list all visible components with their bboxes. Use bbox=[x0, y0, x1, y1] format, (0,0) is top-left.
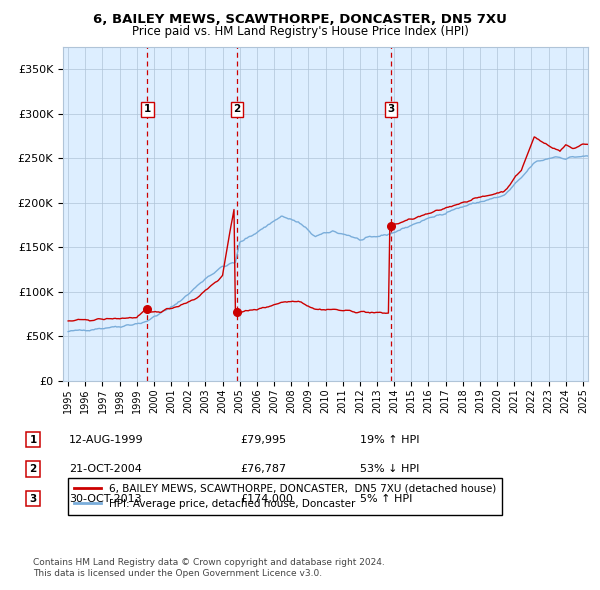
Legend: 6, BAILEY MEWS, SCAWTHORPE, DONCASTER,  DN5 7XU (detached house), HPI: Average p: 6, BAILEY MEWS, SCAWTHORPE, DONCASTER, D… bbox=[68, 478, 502, 515]
Text: Price paid vs. HM Land Registry's House Price Index (HPI): Price paid vs. HM Land Registry's House … bbox=[131, 25, 469, 38]
Text: 3: 3 bbox=[388, 104, 395, 114]
Text: 1: 1 bbox=[144, 104, 151, 114]
Text: 2: 2 bbox=[233, 104, 241, 114]
Text: 2: 2 bbox=[29, 464, 37, 474]
Text: £174,000: £174,000 bbox=[240, 494, 293, 503]
Text: 12-AUG-1999: 12-AUG-1999 bbox=[69, 435, 143, 444]
Text: 21-OCT-2004: 21-OCT-2004 bbox=[69, 464, 142, 474]
Text: 19% ↑ HPI: 19% ↑ HPI bbox=[360, 435, 419, 444]
Text: £76,787: £76,787 bbox=[240, 464, 286, 474]
Text: 30-OCT-2013: 30-OCT-2013 bbox=[69, 494, 142, 503]
Text: £79,995: £79,995 bbox=[240, 435, 286, 444]
Text: Contains HM Land Registry data © Crown copyright and database right 2024.
This d: Contains HM Land Registry data © Crown c… bbox=[33, 558, 385, 578]
Text: 3: 3 bbox=[29, 494, 37, 503]
Text: 6, BAILEY MEWS, SCAWTHORPE, DONCASTER, DN5 7XU: 6, BAILEY MEWS, SCAWTHORPE, DONCASTER, D… bbox=[93, 13, 507, 26]
Text: 53% ↓ HPI: 53% ↓ HPI bbox=[360, 464, 419, 474]
Text: 5% ↑ HPI: 5% ↑ HPI bbox=[360, 494, 412, 503]
Text: 1: 1 bbox=[29, 435, 37, 444]
